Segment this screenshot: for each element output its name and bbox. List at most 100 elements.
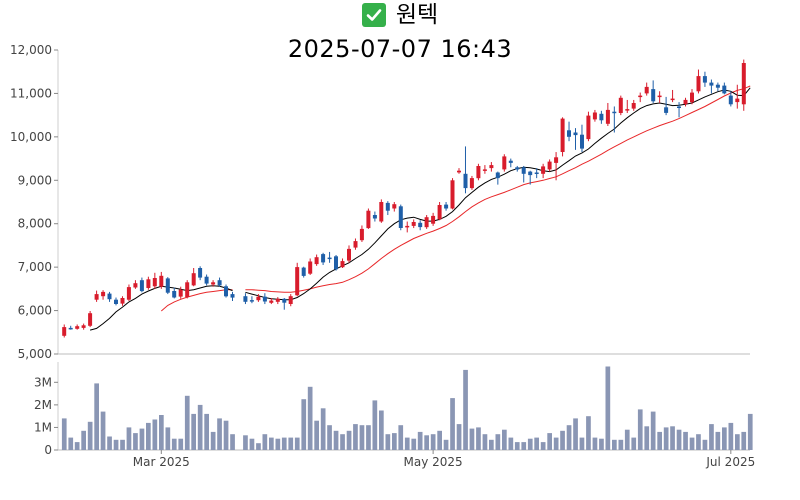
volume-bar: [404, 437, 410, 450]
candle-body: [224, 286, 228, 297]
candle-body: [204, 276, 209, 284]
candle-body: [256, 296, 261, 301]
candle-body: [68, 327, 73, 330]
volume-bar: [469, 428, 475, 450]
volume-bar: [81, 430, 86, 450]
volume-bar: [579, 437, 585, 450]
volume-bar: [527, 438, 533, 450]
volume-bar: [450, 398, 455, 450]
price-tick-label: 8,000: [18, 217, 52, 231]
volume-tick-label: 0: [44, 443, 52, 457]
candle-body: [444, 204, 449, 209]
volume-bar: [502, 429, 507, 450]
candle-body: [308, 261, 313, 274]
volume-bar: [747, 413, 753, 450]
candle-body: [489, 165, 494, 169]
candle-body: [715, 84, 720, 88]
candle-body: [366, 210, 371, 229]
candle-body: [657, 95, 662, 98]
candle-body: [502, 156, 507, 170]
volume-bar: [120, 439, 125, 450]
volume-bar: [709, 424, 714, 450]
volume-bar: [631, 437, 637, 450]
candle-body: [301, 267, 306, 276]
volume-bar: [165, 427, 171, 450]
candle-body: [728, 95, 733, 105]
volume-bar: [197, 404, 203, 450]
candle-body: [424, 217, 429, 228]
volume-bar: [702, 439, 708, 450]
volume-bar: [210, 431, 216, 450]
volume-bar: [320, 408, 326, 450]
volume-bar: [100, 411, 106, 450]
candle-body: [359, 228, 364, 241]
candle-body: [644, 86, 649, 94]
x-axis: Mar 2025 May 2025 Jul 2025: [133, 450, 755, 469]
volume-bar: [139, 428, 145, 450]
candle-body: [735, 98, 740, 103]
candle-body: [146, 279, 151, 288]
candle-body: [560, 118, 565, 152]
price-tick-label: 9,000: [18, 173, 52, 187]
volume-tick-label: 2M: [34, 398, 52, 412]
candle-body: [139, 280, 144, 292]
volume-bar: [333, 430, 339, 450]
volume-bar: [359, 425, 365, 450]
candle-body: [126, 287, 131, 300]
price-panel: 5,000 6,000 7,000 8,000 9,000 10,000 11,000 12,…: [10, 43, 751, 361]
candle-body: [696, 76, 701, 92]
candle-body: [165, 278, 170, 293]
candle-body: [379, 202, 384, 222]
candle-body: [185, 282, 190, 298]
candle-body: [159, 275, 164, 287]
volume-bar: [411, 438, 417, 450]
volume-bar: [249, 438, 255, 450]
volume-bar: [741, 431, 747, 450]
candle-body: [651, 89, 656, 102]
volume-bar: [715, 431, 721, 450]
candle-body: [262, 296, 267, 302]
candle-body: [476, 166, 481, 179]
volume-bar: [126, 427, 132, 450]
volume-tick-label: 3M: [34, 375, 52, 389]
volume-bar: [327, 425, 332, 450]
candle-body: [152, 278, 157, 287]
volume-bar: [456, 424, 462, 450]
volume-bar: [113, 439, 119, 450]
candle-body: [457, 170, 461, 173]
candle-body: [722, 85, 727, 94]
volume-bar: [417, 431, 423, 450]
volume-bar: [573, 418, 578, 450]
volume-bar: [521, 442, 527, 450]
volume-bar: [650, 411, 656, 450]
candle-body: [418, 222, 423, 228]
candle-body: [586, 115, 591, 140]
volume-bar: [683, 431, 688, 450]
volume-bar: [178, 438, 184, 450]
candle-body: [198, 268, 203, 278]
candle-body: [275, 298, 280, 302]
volume-bar: [644, 426, 650, 450]
volume-bar: [372, 400, 378, 450]
volume-bar: [495, 434, 501, 450]
price-tick-label: 7,000: [18, 260, 52, 274]
price-tick-label: 5,000: [18, 347, 52, 361]
price-tick-label: 12,000: [10, 43, 52, 57]
volume-bar: [663, 427, 669, 450]
candle-body: [463, 173, 468, 189]
volume-bar: [301, 399, 307, 450]
volume-bar: [463, 369, 468, 450]
volume-bar: [353, 424, 358, 450]
volume-bar: [430, 434, 436, 450]
x-tick-label: May 2025: [404, 455, 463, 469]
candle-body: [88, 313, 93, 326]
candle-body: [515, 167, 520, 170]
volume-bar: [159, 415, 164, 450]
volume-bar: [508, 437, 514, 450]
volume-bar: [133, 433, 138, 450]
candle-body: [133, 283, 138, 288]
volume-bar: [74, 442, 80, 450]
volume-bar: [107, 436, 112, 450]
candle-body: [398, 206, 403, 228]
volume-bar: [281, 437, 287, 450]
